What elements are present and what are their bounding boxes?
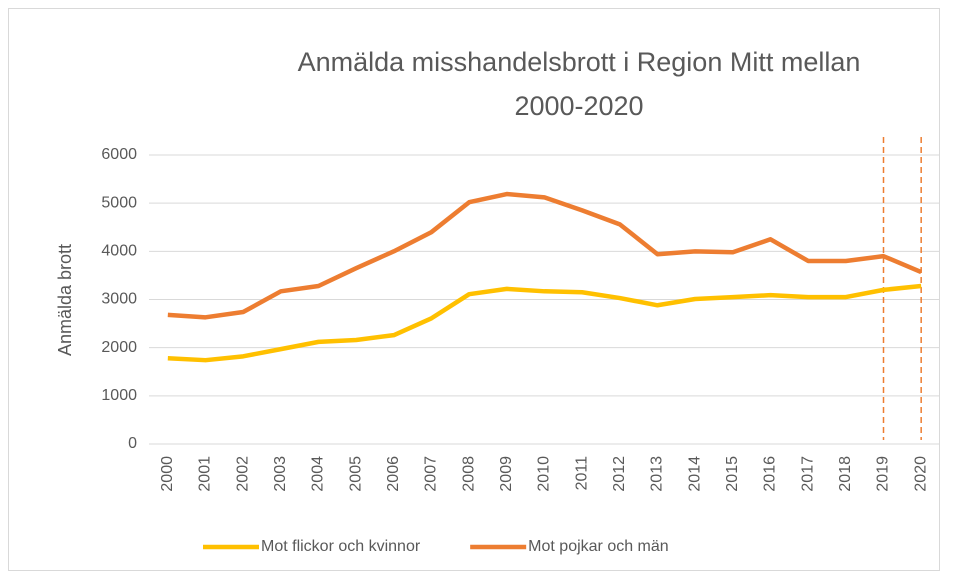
x-tick-label: 2005 bbox=[347, 456, 364, 492]
y-tick-label: 2000 bbox=[101, 339, 137, 356]
x-tick-label: 2011 bbox=[573, 456, 590, 491]
x-tick-label: 2020 bbox=[912, 456, 929, 492]
y-tick-label: 0 bbox=[128, 435, 137, 452]
x-tick-label: 2019 bbox=[875, 456, 892, 492]
y-tick-label: 4000 bbox=[101, 243, 137, 260]
x-tick-label: 2012 bbox=[611, 456, 628, 492]
x-tick-label: 2003 bbox=[272, 456, 289, 492]
x-tick-label: 2001 bbox=[197, 456, 214, 492]
x-tick-label: 2010 bbox=[536, 456, 553, 492]
x-tick-label: 2017 bbox=[799, 456, 816, 492]
x-tick-label: 2013 bbox=[649, 456, 666, 492]
x-tick-label: 2002 bbox=[234, 456, 251, 492]
x-tick-label: 2006 bbox=[385, 456, 402, 492]
y-tick-label: 6000 bbox=[101, 146, 137, 163]
y-tick-label: 1000 bbox=[101, 387, 137, 404]
x-tick-label: 2007 bbox=[423, 456, 440, 492]
y-axis-label: Anmälda brott bbox=[55, 244, 75, 356]
x-tick-label: 2016 bbox=[762, 456, 779, 492]
series-line bbox=[167, 283, 922, 363]
legend-label: Mot pojkar och män bbox=[528, 538, 669, 555]
x-tick-label: 2015 bbox=[724, 456, 741, 492]
legend-label: Mot flickor och kvinnor bbox=[261, 538, 421, 555]
chart-border bbox=[8, 8, 940, 571]
x-tick-label: 2008 bbox=[460, 456, 477, 492]
x-tick-label: 2018 bbox=[837, 456, 854, 492]
x-tick-label: 2014 bbox=[686, 456, 703, 492]
x-tick-label: 2000 bbox=[159, 456, 176, 492]
x-tick-label: 2009 bbox=[498, 456, 515, 492]
chart-title: Anmälda misshandelsbrott i Region Mitt m… bbox=[297, 47, 861, 121]
x-tick-label: 2004 bbox=[310, 456, 327, 492]
series-line bbox=[167, 191, 923, 320]
y-tick-label: 5000 bbox=[101, 194, 137, 211]
y-tick-label: 3000 bbox=[101, 291, 137, 308]
